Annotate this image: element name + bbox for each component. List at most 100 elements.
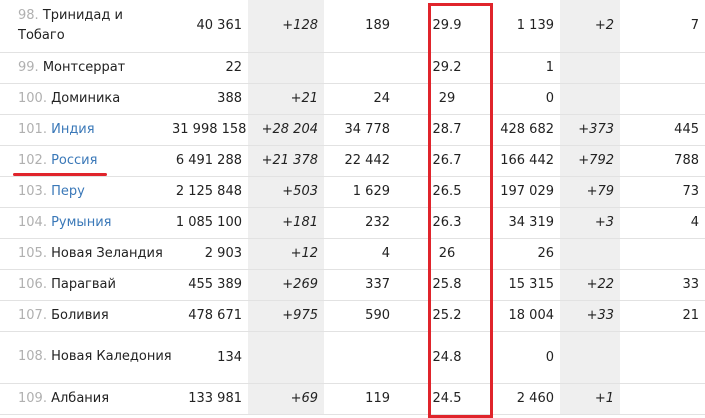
table-row: 100. Доминика 388 +21 24 29 0 xyxy=(0,83,705,114)
cases-per-100k-cell xyxy=(324,331,396,383)
total-deaths-cell: 2 460 xyxy=(516,391,554,406)
country-name: Боливия xyxy=(51,307,109,323)
cases-per-100k-cell: 337 xyxy=(365,277,390,292)
country-link[interactable]: Россия xyxy=(51,152,98,168)
rank-number: 105. xyxy=(18,245,47,261)
table-row: 105. Новая Зеландия 2 903 +12 4 26 26 xyxy=(0,238,705,269)
total-cases-cell: 134 xyxy=(217,349,242,365)
table-row: 103. Перу 2 125 848 +503 1 629 26.5 197 029 +7… xyxy=(0,176,705,207)
cases-per-100k-cell: 590 xyxy=(365,308,390,323)
country-cell: 109. Албания xyxy=(0,383,172,414)
total-deaths-cell: 26 xyxy=(537,246,554,261)
cases-per-100k-cell xyxy=(324,52,396,83)
new-deaths-cell: +2 xyxy=(560,0,620,52)
country-cell: 99. Монтсеррат xyxy=(0,52,172,83)
table-row: 99. Монтсеррат 22 29.2 1 xyxy=(0,52,705,83)
total-deaths-cell: 34 319 xyxy=(508,215,555,230)
cases-per-100k-cell: 232 xyxy=(365,215,390,230)
new-cases-cell: +503 xyxy=(248,176,324,207)
highlighted-value-cell: 25.2 xyxy=(432,308,462,323)
deaths-per-day-cell: 21 xyxy=(682,308,699,323)
cases-per-100k-cell: 1 629 xyxy=(352,184,390,199)
table-row: 101. Индия 31 998 158 +28 204 34 778 28.7 428… xyxy=(0,114,705,145)
country-cell: 98. Тринидад и Тобаго xyxy=(0,0,172,52)
new-deaths-cell: +33 xyxy=(560,300,620,331)
country-cell: 100. Доминика xyxy=(0,83,172,114)
country-link[interactable]: Перу xyxy=(51,183,85,199)
new-deaths-cell: +792 xyxy=(560,145,620,176)
rank-number: 100. xyxy=(18,90,47,106)
table-row: 106. Парагвай 455 389 +269 337 25.8 15 315 +22… xyxy=(0,269,705,300)
new-deaths-cell: +79 xyxy=(560,176,620,207)
total-deaths-cell: 1 xyxy=(545,60,554,75)
total-cases-cell: 1 085 100 xyxy=(175,215,242,230)
new-cases-cell xyxy=(248,52,324,83)
total-cases-cell: 22 xyxy=(225,60,242,75)
rank-number: 109. xyxy=(18,390,47,406)
cases-per-100k-cell: 24 xyxy=(373,91,390,106)
rank-number: 99. xyxy=(18,59,39,75)
country-link[interactable]: Румыния xyxy=(51,214,112,230)
total-cases-cell: 2 125 848 xyxy=(175,184,242,199)
total-deaths-cell: 428 682 xyxy=(500,122,554,137)
highlighted-value-cell: 25.8 xyxy=(432,277,462,292)
rank-number: 104. xyxy=(18,214,47,230)
total-deaths-cell: 1 139 xyxy=(516,18,554,34)
new-cases-cell: +975 xyxy=(248,300,324,331)
deaths-per-day-cell xyxy=(620,52,705,83)
cases-per-100k-cell: 34 778 xyxy=(344,122,391,137)
country-name: Новая Зеландия xyxy=(51,245,163,261)
rank-number: 101. xyxy=(18,121,47,137)
highlighted-value-cell: 24.8 xyxy=(432,349,462,365)
new-cases-cell: +12 xyxy=(248,238,324,269)
deaths-per-day-cell xyxy=(620,238,705,269)
country-cell: 105. Новая Зеландия xyxy=(0,238,172,269)
rank-number: 108. xyxy=(18,349,47,364)
deaths-per-day-cell xyxy=(620,83,705,114)
highlighted-value-cell: 26 xyxy=(438,246,456,261)
new-deaths-cell: +22 xyxy=(560,269,620,300)
deaths-per-day-cell xyxy=(620,331,705,383)
total-cases-cell: 133 981 xyxy=(188,391,242,406)
country-cell: 104. Румыния xyxy=(0,207,172,238)
table-row: 109. Албания 133 981 +69 119 24.5 2 460 +1 xyxy=(0,383,705,414)
rank-number: 98. xyxy=(18,7,39,23)
new-cases-cell: +181 xyxy=(248,207,324,238)
table-row: 104. Румыния 1 085 100 +181 232 26.3 34 319 +3… xyxy=(0,207,705,238)
country-name: Тринидад и Тобаго xyxy=(18,7,123,43)
total-deaths-cell: 15 315 xyxy=(508,277,555,292)
total-cases-cell: 2 903 xyxy=(204,246,242,261)
total-deaths-cell: 197 029 xyxy=(500,184,554,199)
rank-number: 103. xyxy=(18,183,47,199)
country-link[interactable]: Индия xyxy=(51,121,95,137)
total-deaths-cell: 166 442 xyxy=(500,153,554,168)
deaths-per-day-cell: 4 xyxy=(690,215,699,230)
highlighted-value-cell: 29.9 xyxy=(432,18,462,34)
total-cases-cell: 478 671 xyxy=(188,308,242,323)
new-deaths-cell: +1 xyxy=(560,383,620,414)
country-cell: 102. Россия xyxy=(0,145,172,176)
deaths-per-day-cell: 445 xyxy=(674,122,699,137)
country-cell: 108. Новая Каледония xyxy=(0,331,172,383)
country-cell: 101. Индия xyxy=(0,114,172,145)
total-cases-cell: 40 361 xyxy=(196,18,243,34)
new-cases-cell: +21 378 xyxy=(248,145,324,176)
total-cases-cell: 6 491 288 xyxy=(175,153,242,168)
table-row: 107. Боливия 478 671 +975 590 25.2 18 004 +33 2… xyxy=(0,300,705,331)
deaths-per-day-cell: 788 xyxy=(674,153,699,168)
highlighted-value-cell: 28.7 xyxy=(432,122,462,137)
total-cases-cell: 31 998 158 xyxy=(172,122,247,137)
highlighted-value-cell: 24.5 xyxy=(432,391,462,406)
country-cell: 103. Перу xyxy=(0,176,172,207)
country-name: Монтсеррат xyxy=(42,59,126,75)
new-cases-cell: +21 xyxy=(248,83,324,114)
country-cell: 107. Боливия xyxy=(0,300,172,331)
cases-per-100k-cell: 119 xyxy=(365,391,390,406)
total-deaths-cell: 18 004 xyxy=(508,308,555,323)
highlighted-value-cell: 29 xyxy=(438,91,456,106)
highlighted-value-cell: 29.2 xyxy=(432,60,462,75)
new-deaths-cell xyxy=(560,238,620,269)
rank-number: 106. xyxy=(18,276,47,292)
